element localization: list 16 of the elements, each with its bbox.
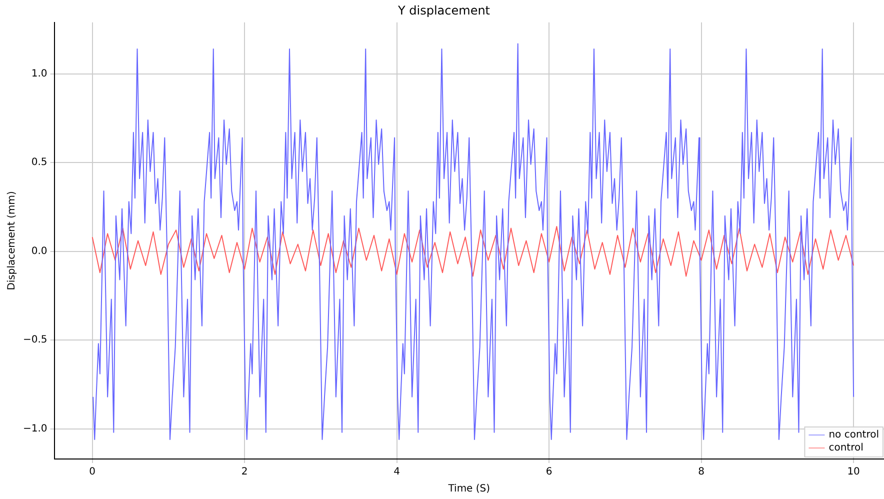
x-tick-label: 10 (847, 466, 860, 478)
x-axis-title: Time (S) (447, 484, 490, 495)
legend-label: no control (828, 430, 880, 441)
y-tick-label: 0.0 (31, 246, 48, 257)
legend-label: control (828, 442, 864, 454)
x-tick-label: 6 (546, 466, 552, 478)
chart-title: Y displacement (396, 3, 490, 18)
y-axis-title: Displacement (mm) (6, 191, 18, 290)
x-tick-label: 4 (394, 466, 400, 478)
y-tick-label: 0.5 (31, 157, 48, 168)
y-tick-label: 1.0 (31, 68, 48, 80)
x-tick-label: 0 (89, 466, 96, 478)
y-tick-label: −1.0 (22, 423, 48, 434)
y-tick-label: −0.5 (22, 334, 48, 346)
x-tick-label: 8 (698, 466, 704, 478)
x-tick-label: 2 (241, 466, 248, 478)
